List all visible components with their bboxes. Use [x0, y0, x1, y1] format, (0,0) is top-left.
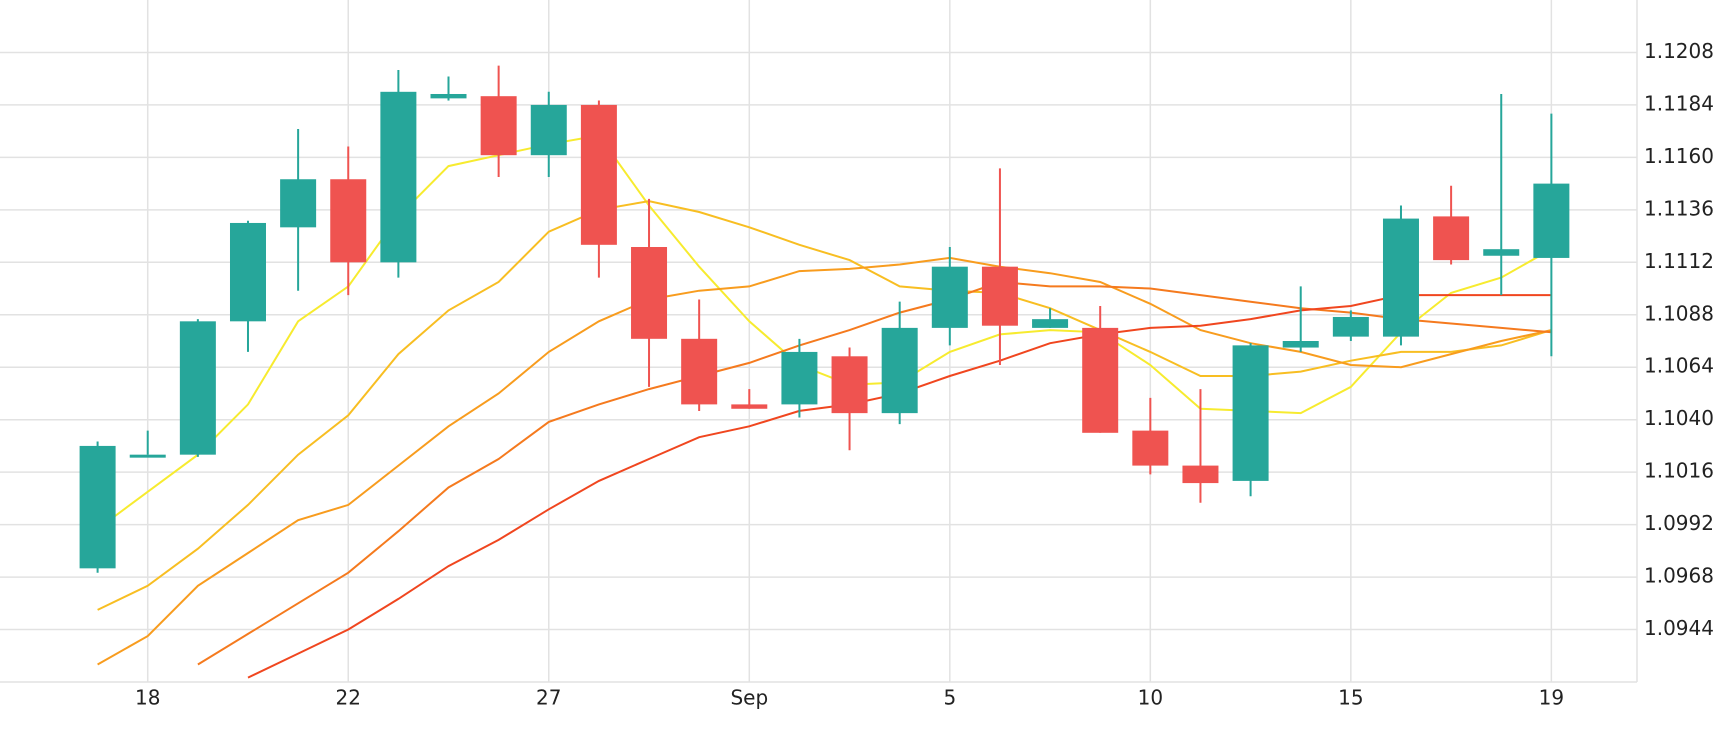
- y-tick-label: 1.1136: [1644, 196, 1714, 220]
- candle-body: [681, 338, 718, 405]
- x-tick-label: 27: [536, 686, 561, 710]
- candle-body: [1382, 218, 1419, 337]
- candle-body: [631, 247, 668, 339]
- x-tick-label: 5: [943, 686, 956, 710]
- moving-average-line: [97, 200, 1552, 611]
- candle-body: [1332, 316, 1369, 337]
- x-tick-label: 19: [1539, 686, 1564, 710]
- candle-body: [731, 404, 768, 409]
- y-tick-label: 1.1040: [1644, 406, 1714, 430]
- candle-body: [931, 266, 968, 328]
- y-tick-label: 1.0944: [1644, 616, 1714, 640]
- labels: 1.0944 1.0968 1.0992 1.1016 1.1040 1.1064 1.10…: [135, 39, 1714, 710]
- candle-body: [1483, 249, 1520, 256]
- candle-body: [781, 351, 818, 405]
- x-tick-label: 18: [135, 686, 160, 710]
- candle-body: [1282, 341, 1319, 348]
- candle-body: [280, 179, 317, 228]
- x-tick-label: 22: [336, 686, 361, 710]
- candle-body: [580, 104, 617, 245]
- moving-average-line: [97, 256, 1552, 666]
- candles: [79, 65, 1570, 573]
- x-tick-label: 15: [1338, 686, 1363, 710]
- grid: [0, 0, 1637, 682]
- candle-body: [1132, 430, 1169, 466]
- moving-average-line: [97, 134, 1552, 530]
- y-tick-label: 1.1160: [1644, 144, 1714, 168]
- candle-body: [1032, 319, 1069, 328]
- candle-body: [530, 104, 567, 156]
- candle-body: [1082, 327, 1119, 433]
- y-tick-label: 1.1016: [1644, 459, 1714, 483]
- candle-body: [1232, 345, 1269, 481]
- candle-body: [981, 266, 1018, 326]
- candle-body: [330, 179, 367, 263]
- candle-body: [430, 93, 467, 99]
- x-tick-label: 10: [1138, 686, 1163, 710]
- y-tick-label: 1.1064: [1644, 354, 1714, 378]
- y-tick-label: 1.1112: [1644, 249, 1714, 273]
- y-tick-label: 1.1184: [1644, 91, 1714, 115]
- y-tick-label: 1.1088: [1644, 301, 1714, 325]
- y-tick-label: 1.0968: [1644, 564, 1714, 588]
- y-tick-label: 1.1208: [1644, 39, 1714, 63]
- candle-body: [179, 321, 216, 455]
- moving-average-line: [197, 280, 1552, 666]
- candle-body: [1433, 216, 1470, 261]
- candle-body: [129, 454, 166, 458]
- candle-body: [881, 327, 918, 414]
- y-tick-label: 1.0992: [1644, 511, 1714, 535]
- candle-body: [79, 445, 116, 569]
- candle-body: [1182, 465, 1219, 484]
- x-tick-label: Sep: [730, 686, 768, 710]
- candle-body: [1533, 183, 1570, 258]
- candle-body: [480, 96, 517, 156]
- candle-body: [229, 222, 266, 322]
- candle-body: [380, 91, 417, 263]
- candle-body: [831, 356, 868, 414]
